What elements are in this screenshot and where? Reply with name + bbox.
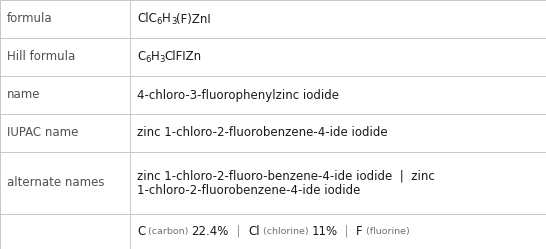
Text: (F)ZnI: (F)ZnI [176,12,211,25]
Text: C: C [137,225,145,238]
Text: 3: 3 [159,55,165,64]
Text: 3: 3 [171,17,176,26]
Text: C: C [137,51,145,63]
Text: Cl: Cl [248,225,259,238]
Text: H: H [151,51,159,63]
Text: |: | [229,225,248,238]
Text: F: F [357,225,363,238]
Text: ClFIZn: ClFIZn [165,51,202,63]
Text: (carbon): (carbon) [145,227,192,236]
Text: ClC: ClC [137,12,157,25]
Text: 11%: 11% [311,225,337,238]
Text: alternate names: alternate names [7,177,104,189]
Text: 22.4%: 22.4% [192,225,229,238]
Text: |: | [337,225,357,238]
Text: zinc 1-chloro-2-fluoro-benzene-4-ide iodide  |  zinc
1-chloro-2-fluorobenzene-4-: zinc 1-chloro-2-fluoro-benzene-4-ide iod… [137,169,435,197]
Text: Hill formula: Hill formula [7,51,75,63]
Text: 6: 6 [157,17,162,26]
Text: H: H [162,12,171,25]
Text: 4-chloro-3-fluorophenylzinc iodide: 4-chloro-3-fluorophenylzinc iodide [137,88,339,102]
Text: name: name [7,88,40,102]
Text: 6: 6 [145,55,151,64]
Text: IUPAC name: IUPAC name [7,126,79,139]
Text: zinc 1-chloro-2-fluorobenzene-4-ide iodide: zinc 1-chloro-2-fluorobenzene-4-ide iodi… [137,126,388,139]
Text: (fluorine): (fluorine) [363,227,410,236]
Text: formula: formula [7,12,52,25]
Text: (chlorine): (chlorine) [259,227,311,236]
